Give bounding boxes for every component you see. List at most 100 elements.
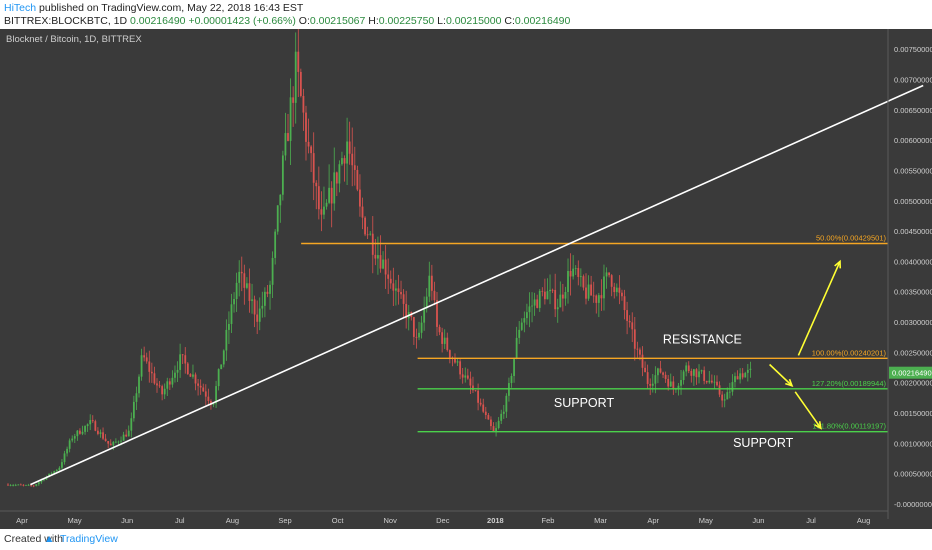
candle-body [441, 332, 444, 344]
l-label: L: [434, 15, 446, 27]
y-tick-label: 0.00600000 [894, 136, 932, 145]
candle-body [433, 290, 436, 301]
candle-body [641, 354, 644, 368]
candle-body [608, 272, 611, 276]
candle-body [621, 292, 623, 297]
symbol-text: BITTREX:BLOCKBTC, 1D [4, 15, 131, 27]
candle-body [361, 206, 364, 218]
y-tick-label: 0.00550000 [894, 166, 932, 175]
candle-body [436, 300, 438, 327]
candle-body [230, 304, 233, 324]
candle-body [107, 441, 110, 444]
candle-body [127, 430, 130, 437]
candle-body [749, 368, 752, 370]
candle-body [461, 374, 464, 378]
candle-body [315, 182, 318, 187]
candle-body [685, 365, 688, 372]
candle-body [117, 441, 120, 443]
candle-body [192, 374, 194, 377]
candle-body [351, 153, 354, 166]
candle-body [687, 365, 690, 371]
candle-body [148, 361, 151, 372]
tradingview-brand-link[interactable]: TradingView [60, 533, 118, 545]
candle-body [402, 294, 405, 304]
candle-body [644, 367, 646, 373]
projection-arrow [794, 391, 822, 429]
candle-body [379, 255, 382, 269]
candle-body [592, 295, 595, 297]
x-tick-label: Aug [857, 516, 870, 525]
candle-body [138, 376, 140, 394]
candle-body [428, 275, 431, 297]
candle-body [382, 259, 384, 269]
candle-body [371, 233, 374, 255]
candle-body [243, 273, 246, 288]
x-tick-label: Dec [436, 516, 450, 525]
candle-body [248, 283, 251, 301]
candle-body [633, 329, 636, 349]
x-tick-label: Nov [384, 516, 398, 525]
candle-body [387, 274, 390, 279]
candle-body [713, 381, 716, 383]
tradingview-logo-icon[interactable]: ▲ [44, 533, 55, 545]
candle-body [204, 391, 207, 397]
y-tick-label: 0.00450000 [894, 227, 932, 236]
candle-body [176, 369, 179, 373]
candle-body [477, 390, 480, 403]
annotation-label: SUPPORT [733, 436, 794, 450]
candle-body [700, 370, 703, 372]
candle-body [400, 291, 402, 295]
fib-level-label: 161.80%(0.00119197) [812, 422, 886, 431]
candle-body [446, 337, 449, 351]
candle-body [474, 390, 477, 392]
price-change: +0.00001423 (+0.66%) [188, 15, 296, 27]
y-tick-label: 0.00200000 [894, 379, 932, 388]
candle-body [25, 484, 27, 486]
candle-body [626, 310, 628, 321]
candle-body [736, 376, 739, 380]
candle-body [369, 233, 372, 235]
projection-arrow [797, 261, 841, 356]
candle-body [567, 271, 569, 293]
fib-level-label: 50.00%(0.00429501) [816, 234, 887, 243]
y-tick-label: -0.00000000 [894, 500, 932, 509]
candle-body [646, 372, 649, 384]
candle-body [251, 299, 253, 301]
candle-body [19, 484, 22, 486]
candle-body [71, 438, 74, 441]
chart-area[interactable] [0, 29, 932, 529]
candle-body [132, 401, 135, 419]
candle-body [130, 418, 133, 431]
candle-body [692, 369, 695, 376]
candle-body [710, 380, 713, 383]
x-tick-label: Jul [806, 516, 816, 525]
candle-body [502, 411, 505, 414]
candle-body [215, 386, 217, 404]
trendline [30, 84, 924, 486]
candle-body [53, 471, 56, 474]
candle-body [305, 112, 307, 142]
candle-body [48, 473, 51, 477]
candle-body [89, 420, 92, 425]
candle-body [140, 355, 143, 377]
c-label: C: [501, 15, 515, 27]
candle-body [744, 372, 747, 378]
candle-body [353, 165, 356, 170]
current-price-text: 0.00216490 [892, 369, 932, 378]
candle-body [561, 294, 564, 299]
candle-body [109, 443, 112, 446]
candle-body [430, 275, 433, 291]
author-link[interactable]: HiTech [4, 2, 37, 14]
candle-body [456, 361, 459, 363]
candle-body [610, 275, 613, 287]
candle-body [79, 430, 81, 434]
y-tick-label: 0.00100000 [894, 439, 932, 448]
candle-body [330, 187, 333, 204]
candles-group [7, 29, 752, 488]
y-tick-label: 0.00150000 [894, 409, 932, 418]
candle-body [171, 377, 174, 385]
candle-body [94, 421, 97, 431]
candle-body [723, 399, 726, 401]
candle-body [158, 385, 161, 387]
price-chart[interactable]: 50.00%(0.00429501) 100.00%(0.00240201) 127… [0, 29, 932, 529]
